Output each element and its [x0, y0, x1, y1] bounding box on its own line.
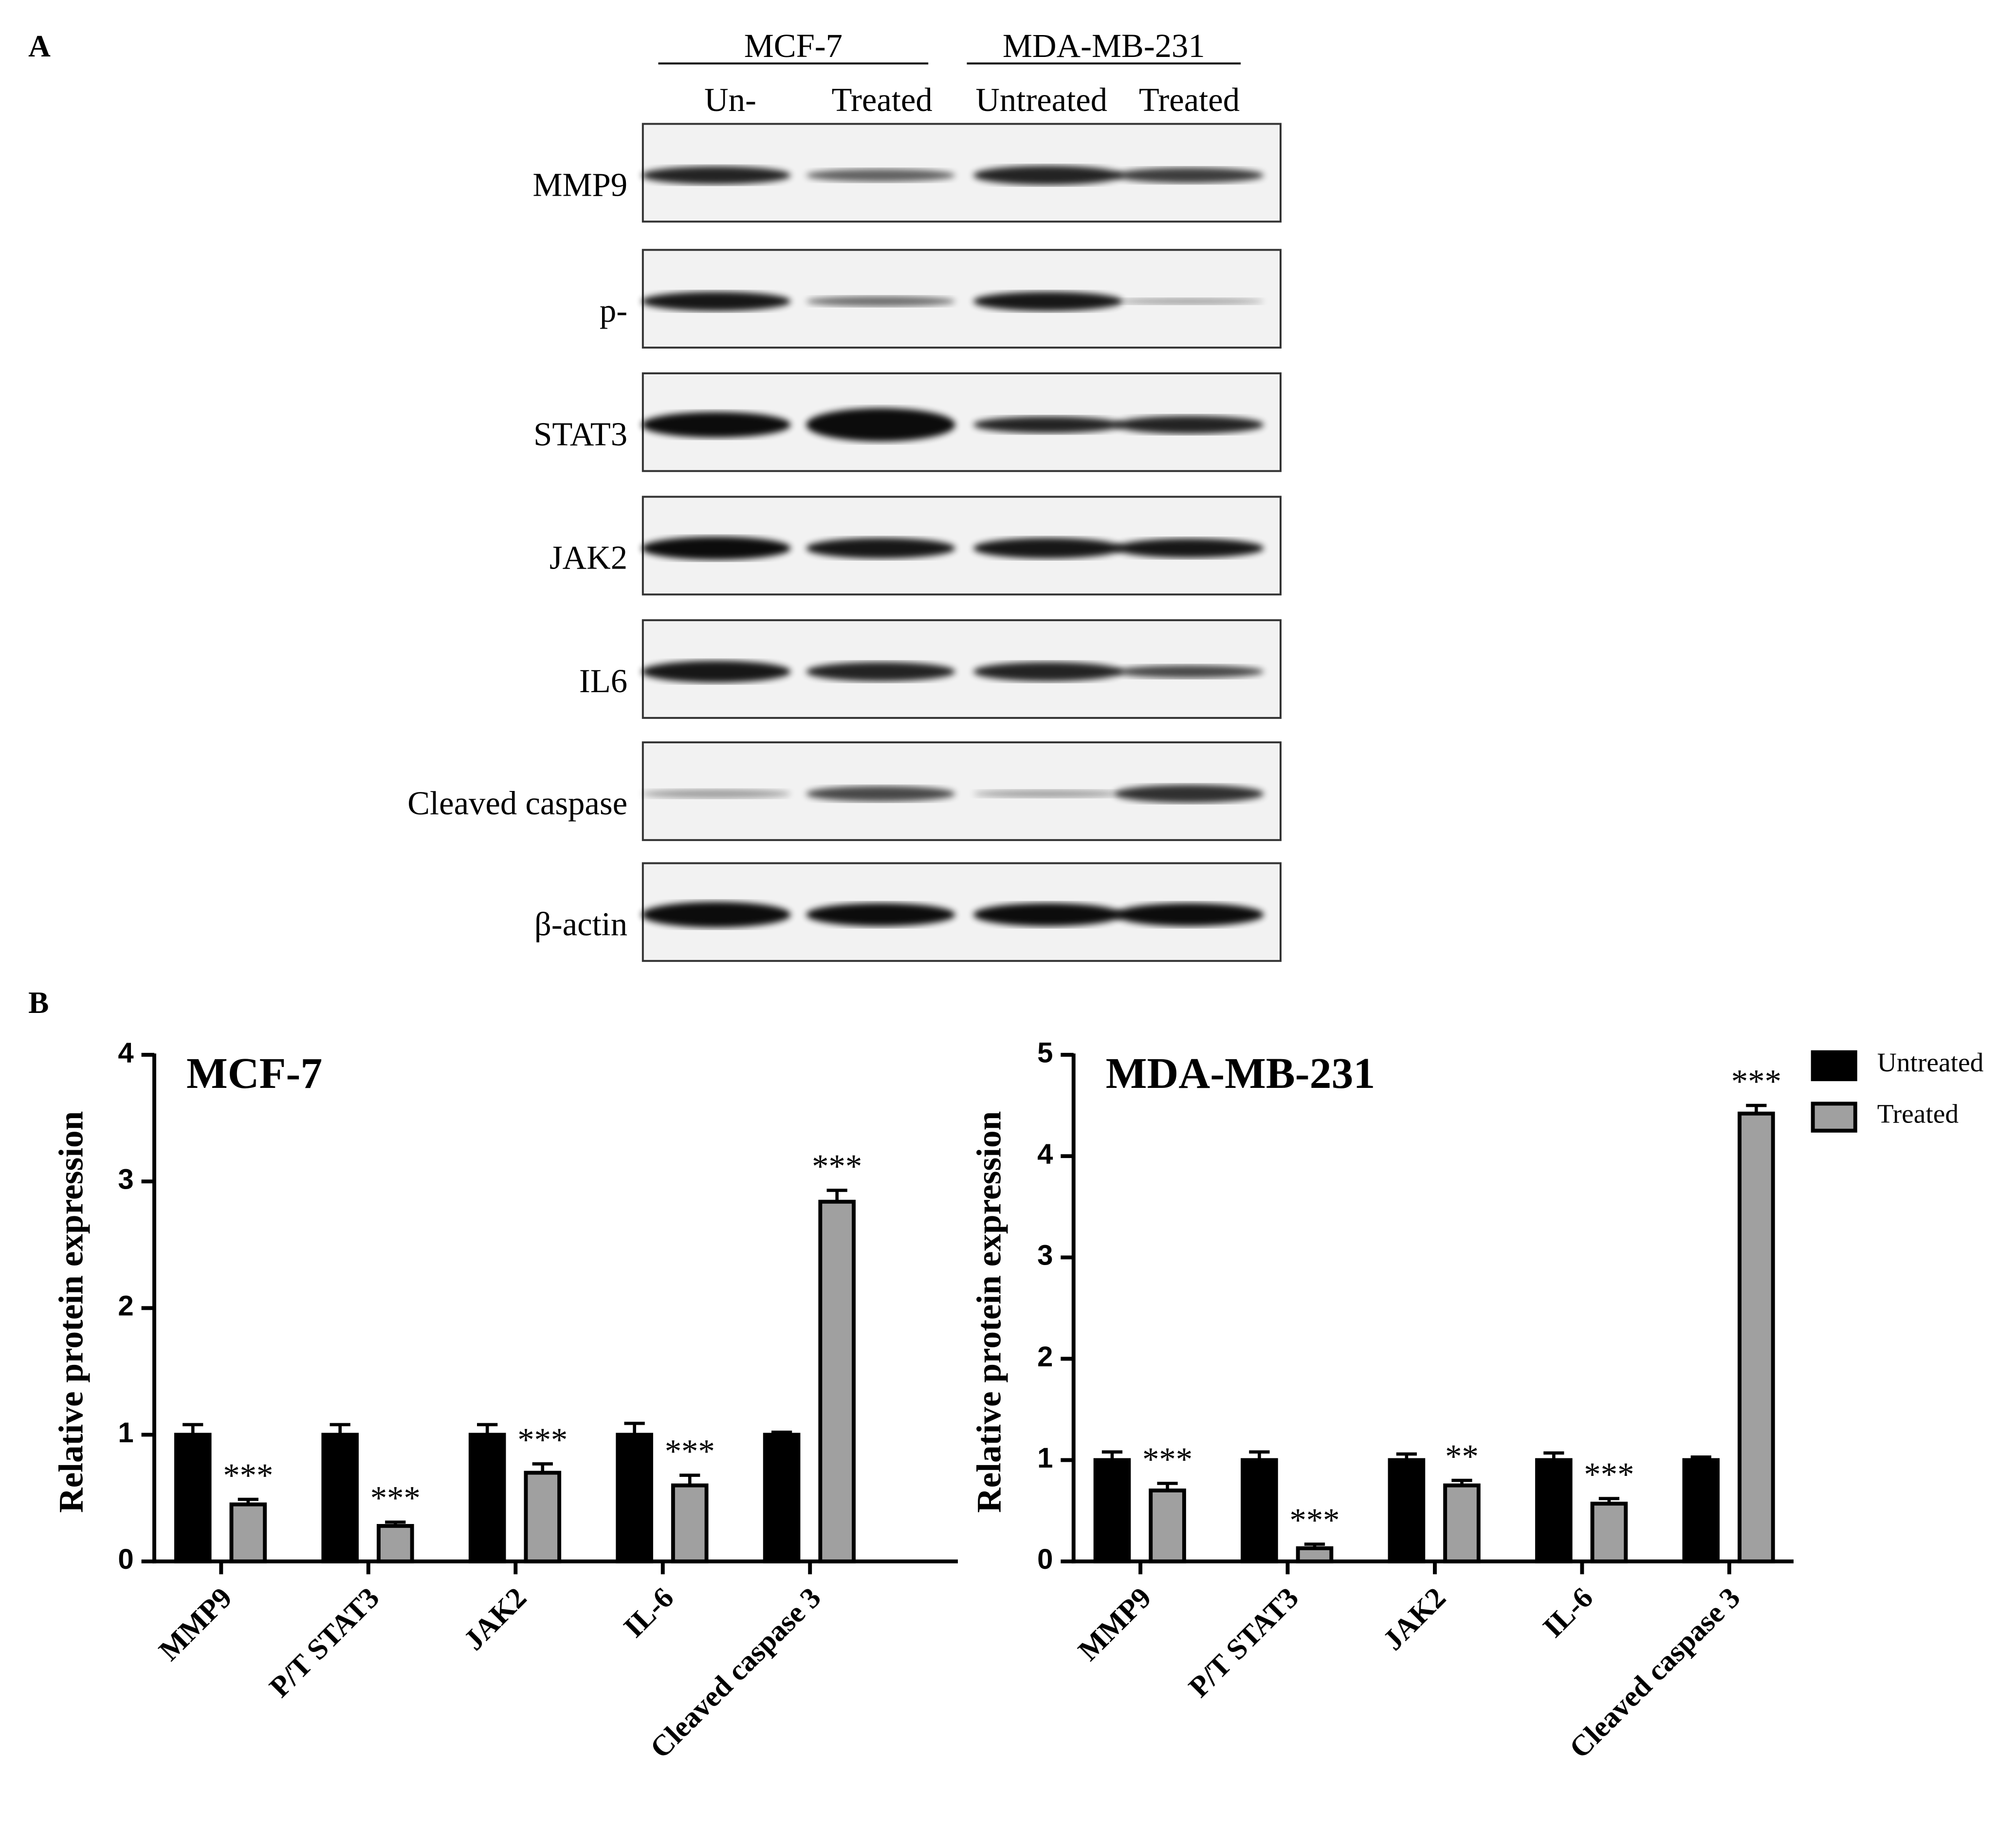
bar [1241, 1458, 1278, 1563]
y-axis-label: Relative protein expression [970, 1111, 1008, 1513]
bar [524, 1470, 562, 1563]
significance-label: *** [812, 1148, 862, 1185]
bar [1738, 1111, 1775, 1563]
blot-band [641, 789, 791, 799]
bar [1590, 1502, 1628, 1563]
blot-band [1115, 785, 1264, 803]
y-tick-label: 4 [118, 1037, 133, 1068]
row-label: p- [600, 292, 627, 329]
bar [1682, 1458, 1720, 1563]
bar [616, 1433, 653, 1563]
blot-band [641, 536, 791, 560]
legend-swatch [1811, 1050, 1857, 1082]
group-label: MDA-MB-231 [1003, 27, 1205, 64]
significance-label: *** [1584, 1456, 1634, 1493]
panel-label: B [28, 986, 49, 1020]
significance-label: *** [223, 1457, 273, 1494]
blot-band [641, 166, 791, 184]
blot-band [973, 662, 1123, 681]
bar [1535, 1458, 1573, 1563]
bar [174, 1433, 212, 1563]
blot-band [973, 538, 1123, 559]
blot-band [806, 408, 955, 441]
significance-label: *** [1290, 1502, 1340, 1539]
blot-band [806, 296, 955, 307]
group-label: MCF-7 [744, 27, 843, 64]
bar [1149, 1488, 1186, 1563]
significance-label: *** [665, 1433, 715, 1470]
bar [229, 1502, 267, 1563]
row-label: Cleaved caspase [407, 785, 627, 822]
significance-label: *** [1731, 1063, 1781, 1100]
chart-title: MDA-MB-231 [1106, 1049, 1375, 1098]
blot-band [1115, 665, 1264, 679]
blot-band [1115, 538, 1264, 558]
row-label: JAK2 [550, 539, 627, 576]
lane-label: Untreated [975, 81, 1107, 118]
panel-label: A [28, 29, 51, 63]
blot-band [1115, 167, 1264, 184]
row-label: β-actin [534, 905, 627, 942]
blot-band [973, 416, 1123, 433]
significance-label: *** [370, 1480, 421, 1517]
blot-band [1115, 298, 1264, 305]
y-tick-label: 0 [1037, 1543, 1053, 1575]
lane-label: Treated [831, 81, 932, 118]
blot-band [641, 661, 791, 683]
row-label: STAT3 [533, 416, 627, 453]
y-tick-label: 1 [118, 1417, 133, 1449]
y-tick-label: 1 [1037, 1442, 1053, 1474]
blot-band [806, 168, 955, 182]
bar [321, 1433, 359, 1563]
bar [1093, 1458, 1131, 1563]
blot-band [1115, 903, 1264, 926]
blot-band [973, 790, 1123, 798]
bar [376, 1524, 414, 1563]
bar [818, 1199, 856, 1563]
y-tick-label: 2 [118, 1290, 133, 1322]
y-tick-label: 2 [1037, 1341, 1053, 1373]
lane-label: Treated [1139, 81, 1240, 118]
bar [1443, 1483, 1481, 1563]
bar [468, 1433, 506, 1563]
blot-band [973, 165, 1123, 185]
row-label: MMP9 [532, 166, 627, 203]
y-tick-label: 3 [1037, 1240, 1053, 1271]
legend-swatch [1811, 1102, 1857, 1133]
blot-band [806, 786, 955, 802]
y-tick-label: 3 [118, 1164, 133, 1195]
legend-label: Treated [1877, 1099, 1959, 1129]
bar [1388, 1458, 1426, 1563]
chart-title: MCF-7 [186, 1049, 322, 1098]
y-tick-label: 4 [1037, 1139, 1053, 1170]
blot-band [1115, 416, 1264, 434]
blot-band [973, 292, 1123, 311]
y-tick-label: 5 [1037, 1037, 1053, 1068]
blot-band [641, 412, 791, 438]
blot-band [641, 901, 791, 928]
blot-band [806, 662, 955, 681]
bar [1296, 1546, 1334, 1563]
significance-label: *** [517, 1421, 568, 1458]
lane-label: Un- [704, 81, 756, 118]
bar [763, 1433, 801, 1563]
blot-band [806, 903, 955, 926]
y-axis-label: Relative protein expression [52, 1111, 91, 1513]
legend-label: Untreated [1877, 1047, 1984, 1077]
bar [671, 1483, 709, 1563]
blot-band [973, 903, 1123, 926]
blot-band [641, 292, 791, 311]
y-tick-label: 0 [118, 1543, 133, 1575]
row-label: IL6 [579, 662, 627, 699]
significance-label: ** [1445, 1438, 1479, 1475]
blot-band [806, 538, 955, 559]
significance-label: *** [1142, 1441, 1192, 1478]
